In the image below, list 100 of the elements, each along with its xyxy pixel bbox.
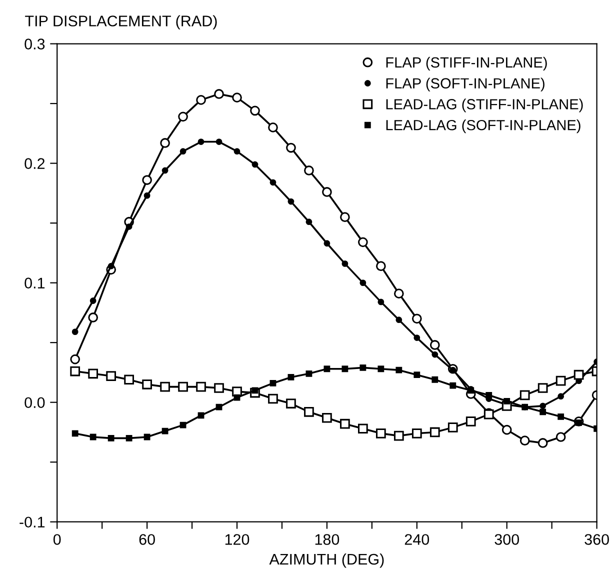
- point: [394, 288, 404, 299]
- point: [108, 262, 114, 270]
- point: [504, 398, 510, 404]
- point: [180, 422, 186, 428]
- point: [358, 424, 368, 434]
- point: [556, 376, 566, 386]
- point: [70, 354, 80, 364]
- point: [270, 179, 276, 186]
- x-tick-label: 180: [315, 534, 340, 545]
- point: [450, 382, 456, 389]
- point: [304, 406, 314, 417]
- point: [538, 438, 548, 448]
- x-tick-label: 120: [225, 534, 250, 545]
- point: [90, 298, 96, 304]
- x-axis-title: AZIMUTH (DEG): [269, 553, 384, 568]
- point: [378, 298, 384, 306]
- point: [394, 430, 404, 441]
- point: [340, 212, 350, 222]
- point: [448, 422, 458, 432]
- point: [214, 383, 224, 393]
- legend-label: LEAD-LAG (STIFF-IN-PLANE): [386, 98, 583, 112]
- point: [126, 223, 132, 230]
- point: [324, 366, 330, 372]
- point: [70, 366, 80, 376]
- point: [520, 436, 530, 446]
- point: [88, 312, 98, 322]
- point: [234, 394, 240, 401]
- point: [340, 418, 350, 429]
- point: [306, 218, 312, 226]
- point: [558, 413, 564, 420]
- point: [358, 237, 368, 248]
- point: [324, 240, 330, 247]
- point: [72, 430, 78, 437]
- legend-label: LEAD-LAG (SOFT-IN-PLANE): [386, 120, 580, 134]
- point: [414, 372, 420, 378]
- x-tick-label: 300: [494, 534, 520, 545]
- point: [540, 408, 546, 416]
- point: [558, 393, 564, 400]
- point: [574, 370, 584, 380]
- point: [160, 138, 170, 148]
- point: [108, 434, 114, 442]
- point: [342, 366, 348, 372]
- point: [142, 175, 152, 185]
- point: [378, 366, 384, 372]
- point: [162, 428, 168, 434]
- point: [106, 371, 116, 381]
- point: [144, 192, 150, 199]
- point: [306, 370, 312, 377]
- point: [432, 351, 438, 358]
- point: [88, 368, 98, 379]
- point: [196, 95, 206, 105]
- legend-label: FLAP (STIFF-IN-PLANE): [386, 56, 547, 70]
- y-tick-label: 0.2: [24, 158, 45, 169]
- x-tick-label: 360: [584, 534, 609, 545]
- point: [178, 112, 188, 122]
- x-tick-label: 60: [139, 534, 155, 545]
- point: [144, 434, 150, 440]
- point: [196, 382, 206, 392]
- point: [124, 374, 134, 385]
- point: [234, 148, 240, 155]
- point: [520, 390, 530, 400]
- point: [360, 364, 366, 371]
- point: [360, 280, 366, 286]
- point: [466, 416, 476, 426]
- point: [376, 428, 386, 438]
- point: [286, 398, 296, 408]
- point: [160, 382, 170, 392]
- y-tick-label: 0.0: [24, 397, 45, 408]
- x-tick-label: 240: [404, 534, 430, 545]
- point: [342, 260, 348, 267]
- point: [268, 394, 278, 404]
- point: [412, 428, 422, 438]
- point: [198, 138, 204, 145]
- y-tick-label: 0.1: [24, 278, 45, 288]
- point: [486, 392, 492, 398]
- point: [556, 432, 566, 442]
- point: [162, 167, 168, 174]
- point: [288, 374, 294, 380]
- x-tick-label: 0: [53, 534, 61, 545]
- y-axis-title: TIP DISPLACEMENT (RAD): [25, 15, 217, 30]
- y-tick-label: 0.3: [24, 38, 45, 50]
- point: [522, 404, 528, 410]
- point: [538, 383, 548, 393]
- point: [216, 404, 222, 410]
- point: [376, 261, 386, 272]
- point: [322, 187, 332, 197]
- point: [304, 166, 314, 176]
- point: [322, 412, 332, 423]
- point: [72, 328, 78, 336]
- point: [232, 92, 242, 102]
- point: [432, 376, 438, 383]
- point: [214, 89, 224, 99]
- legend-label: FLAP (SOFT-IN-PLANE): [386, 78, 544, 92]
- point: [540, 402, 546, 410]
- point: [180, 148, 186, 155]
- point: [216, 138, 222, 145]
- point: [430, 340, 440, 350]
- y-tick-label: -0.1: [20, 516, 45, 528]
- point: [502, 424, 512, 435]
- point: [430, 427, 440, 438]
